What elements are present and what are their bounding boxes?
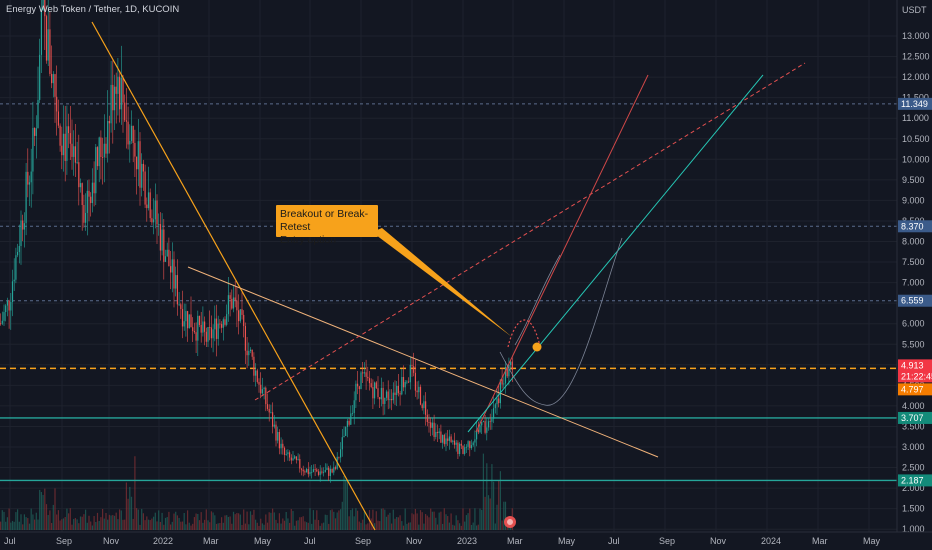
price-label: 1.000: [902, 524, 925, 534]
price-tag: 6.559: [901, 296, 924, 306]
price-label: 5.500: [902, 339, 925, 349]
price-label: 3.500: [902, 421, 925, 431]
price-tag: 2.187: [901, 475, 924, 485]
time-label: Sep: [56, 536, 72, 546]
price-tag: 4.913: [901, 360, 924, 370]
wedge-resistance-line[interactable]: [187, 266, 659, 458]
time-label: Mar: [203, 536, 219, 546]
price-label: 13.000: [902, 31, 930, 41]
price-label: 2.500: [902, 463, 925, 473]
time-axis-labels: Jul Sep Nov 2022 Mar May Jul Sep Nov 2023 Mar May Ju…: [4, 536, 881, 546]
time-label: Jul: [4, 536, 16, 546]
price-tag-bg: [898, 370, 932, 383]
time-label: 2023: [457, 536, 477, 546]
chart-grid: [0, 0, 897, 550]
price-axis: [896, 0, 932, 550]
teal-projection-line[interactable]: [467, 74, 764, 433]
time-label: Mar: [812, 536, 828, 546]
price-tag: 21:22:45: [901, 371, 932, 381]
candlesticks: [0, 0, 513, 483]
price-tag-bg: [898, 411, 932, 424]
price-label: 9.500: [902, 175, 925, 185]
volume-bars: [0, 453, 513, 530]
callout-pointer: [372, 228, 512, 337]
time-label: Nov: [406, 536, 423, 546]
time-label: 2024: [761, 536, 781, 546]
callout-line-2: Entry option: [280, 234, 337, 246]
price-tag-bg: [898, 220, 932, 233]
entry-marker[interactable]: [532, 342, 542, 352]
price-tag-bg: [898, 294, 932, 307]
price-label: 12.000: [902, 72, 930, 82]
price-label: 3.000: [902, 442, 925, 452]
price-tag: 4.797: [901, 384, 924, 394]
time-label: 2022: [153, 536, 173, 546]
trend-drawings: [91, 21, 806, 531]
price-label: 7.000: [902, 278, 925, 288]
time-label: Mar: [507, 536, 523, 546]
price-tag-bg: [898, 97, 932, 110]
projection-curve: [499, 237, 623, 406]
dashed-projection-line[interactable]: [254, 62, 806, 401]
horizontal-levels: [0, 103, 897, 482]
symbol-legend[interactable]: Energy Web Token / Tether, 1D, KUCOIN: [6, 4, 180, 15]
price-tag: 3.707: [901, 413, 924, 423]
time-axis: [0, 531, 932, 550]
price-label: 1.500: [902, 504, 925, 514]
price-label: 10.500: [902, 134, 930, 144]
price-label: 12.500: [902, 52, 930, 62]
price-label: 10.000: [902, 154, 930, 164]
time-label: May: [254, 536, 272, 546]
red-projection-line[interactable]: [475, 74, 649, 433]
time-label: May: [558, 536, 576, 546]
descending-trendline[interactable]: [91, 21, 376, 531]
time-label: May: [863, 536, 881, 546]
time-label: Jul: [608, 536, 620, 546]
price-tag-bg: [898, 383, 932, 396]
price-label: 8.000: [902, 237, 925, 247]
price-tag: 8.370: [901, 221, 924, 231]
currency-unit: USDT: [902, 5, 927, 15]
time-label: Nov: [103, 536, 120, 546]
price-label: 4.000: [902, 401, 925, 411]
price-label: 6.000: [902, 319, 925, 329]
time-label: Sep: [659, 536, 675, 546]
time-label: Jul: [304, 536, 316, 546]
annotation-callout[interactable]: Breakout or Break-Retest Entry option: [276, 205, 378, 246]
price-tag-bg: [898, 359, 932, 372]
price-label: 9.000: [902, 195, 925, 205]
time-label: Nov: [710, 536, 727, 546]
price-label: 7.500: [902, 257, 925, 267]
projection-curve-left: [514, 254, 561, 346]
time-label: Sep: [355, 536, 371, 546]
price-label: 2.000: [902, 483, 925, 493]
price-label: 11.500: [902, 93, 929, 103]
price-label: 11.000: [902, 113, 929, 123]
price-tag-bg: [898, 474, 932, 487]
callout-line-1: Breakout or Break-Retest: [280, 208, 369, 233]
retest-arc: [507, 319, 541, 348]
price-tag: 11.349: [901, 99, 928, 109]
replay-icon[interactable]: [504, 516, 516, 528]
